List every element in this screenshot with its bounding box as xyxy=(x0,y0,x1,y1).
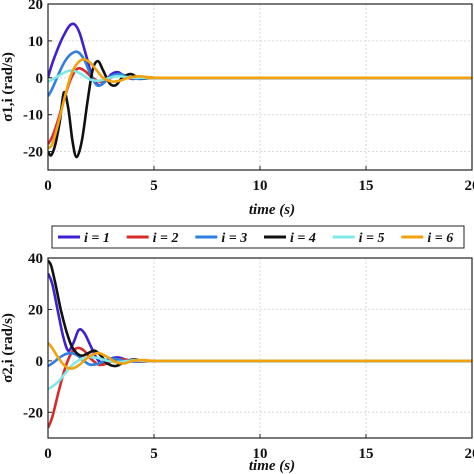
y-tick-label: 0 xyxy=(36,71,44,87)
chart-bottom-grid xyxy=(47,257,473,438)
chart-top-y-label: σ1,i (rad/s) xyxy=(0,52,16,122)
legend-label: i = 1 xyxy=(84,231,110,246)
legend-item-4: i = 4 xyxy=(264,231,316,246)
x-tick-label: 20 xyxy=(465,178,474,194)
chart-top-lines xyxy=(48,22,472,159)
y-tick-label: -20 xyxy=(23,145,43,161)
x-tick-label: 15 xyxy=(359,178,374,194)
chart-top-x-ticks: 0 5 10 15 20 xyxy=(44,166,474,194)
x-tick-label: 20 xyxy=(465,446,474,462)
y-tick-label: 0 xyxy=(36,354,44,370)
x-tick-label: 15 xyxy=(359,446,374,462)
y-tick-label: -20 xyxy=(23,405,43,421)
chart-bottom-y-label: σ2,i (rad/s) xyxy=(0,313,16,383)
chart-top: 0 5 10 15 20 20 10 0 -10 -20 time (s) σ1,i (rad/… xyxy=(0,0,474,218)
legend-label: i = 3 xyxy=(221,231,247,246)
chart-bottom-y-ticks: 40 20 0 -20 xyxy=(23,251,52,421)
legend-item-1: i = 1 xyxy=(58,231,110,246)
legend-label: i = 6 xyxy=(427,231,453,246)
y-tick-label: 20 xyxy=(28,0,43,13)
x-tick-label: 0 xyxy=(44,178,52,194)
y-tick-label: 20 xyxy=(28,302,43,318)
series-line-6 xyxy=(48,342,472,370)
series-line-6 xyxy=(48,58,472,150)
legend-item-5: i = 5 xyxy=(332,231,385,246)
legend-item-2: i = 2 xyxy=(126,231,179,246)
legend-label: i = 2 xyxy=(153,231,179,246)
legend-item-6: i = 6 xyxy=(401,231,453,246)
x-tick-label: 10 xyxy=(253,446,268,462)
y-tick-label: -10 xyxy=(23,108,43,124)
chart-top-grid xyxy=(47,3,473,170)
x-tick-label: 10 xyxy=(253,178,268,194)
legend-box xyxy=(51,225,465,249)
legend-label: i = 4 xyxy=(290,231,316,246)
legend-items: i = 1 i = 2 i = 3 i = 4 i = 5 i = 6 xyxy=(58,231,453,246)
chart-top-x-label: time (s) xyxy=(249,202,295,218)
legend-label: i = 5 xyxy=(359,231,385,246)
chart-bottom-x-ticks: 0 5 10 15 20 xyxy=(44,434,474,462)
legend: i = 1 i = 2 i = 3 i = 4 i = 5 i = 6 xyxy=(51,225,465,249)
chart-bottom-x-label: time (s) xyxy=(249,458,295,474)
y-tick-label: 40 xyxy=(28,251,43,267)
x-tick-label: 5 xyxy=(150,178,158,194)
chart-bottom: 0 5 10 15 20 40 20 0 -20 time (s) σ2,i (rad/s) xyxy=(0,251,474,474)
chart-top-y-ticks: 20 10 0 -10 -20 xyxy=(23,0,52,161)
chart-bottom-lines xyxy=(48,259,472,429)
legend-item-3: i = 3 xyxy=(195,231,247,246)
x-tick-label: 5 xyxy=(150,446,158,462)
x-tick-label: 0 xyxy=(44,446,52,462)
y-tick-label: 10 xyxy=(28,34,43,50)
